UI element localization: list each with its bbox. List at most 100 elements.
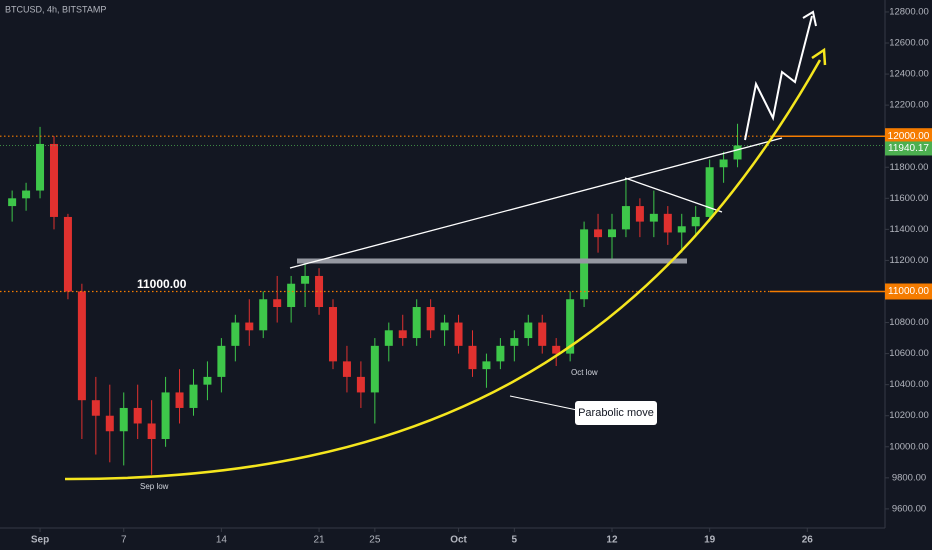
y-tick-label: 12400.00 — [889, 69, 929, 80]
candle-body — [91, 400, 100, 416]
x-tick-label: 21 — [313, 535, 325, 546]
x-tick-label: 12 — [606, 535, 618, 546]
trendline — [624, 177, 723, 213]
candle-body — [398, 330, 407, 339]
y-tick-label: 10000.00 — [889, 441, 929, 452]
y-tick-label: 9800.00 — [892, 472, 926, 483]
candle-body — [356, 376, 365, 393]
candle-body — [328, 307, 337, 362]
y-tick-label: 12200.00 — [889, 100, 929, 111]
y-tick-label: 10200.00 — [889, 410, 929, 421]
callout-text: Parabolic move — [578, 407, 654, 419]
candle-body — [412, 307, 421, 339]
candle-body — [621, 206, 630, 230]
candle-body — [77, 291, 86, 401]
y-tick-label: 9600.00 — [892, 503, 926, 514]
level-annotation: 11000.00 — [137, 277, 187, 291]
candle-body — [245, 322, 254, 331]
candle-body — [468, 345, 477, 370]
candle-body — [733, 145, 742, 160]
candle-body — [691, 216, 700, 227]
y-tick-label: 11200.00 — [890, 255, 929, 266]
drawings — [64, 10, 827, 481]
candle-body — [510, 338, 519, 346]
candle-body — [36, 143, 45, 191]
candle-body — [22, 190, 31, 199]
x-tick-label: 26 — [802, 535, 814, 546]
candle-body — [315, 275, 324, 308]
candle-body — [594, 229, 603, 238]
candle-body — [161, 392, 170, 440]
x-tick-label: 5 — [512, 535, 518, 546]
candle-body — [426, 307, 435, 331]
candle-body — [203, 376, 212, 385]
price-tag — [885, 283, 932, 300]
annotation: Sep low — [140, 482, 169, 491]
overlay: BTCUSD, 4h, BITSTAMP Sep low Oct low Par… — [5, 4, 654, 491]
candles — [0, 123, 885, 475]
candle-body — [635, 206, 644, 222]
candle-body — [217, 345, 226, 377]
candle-body — [482, 361, 491, 370]
x-tick-label: 25 — [369, 535, 381, 546]
annotation: Oct low — [571, 368, 598, 377]
candle-body — [287, 283, 296, 308]
x-tick-label: Oct — [450, 535, 467, 546]
candle-body — [677, 226, 686, 233]
y-tick-label: 12800.00 — [889, 6, 929, 17]
candle-body — [384, 330, 393, 346]
x-tick-label: 14 — [216, 535, 228, 546]
candle-body — [552, 345, 561, 354]
candle-body — [63, 216, 72, 292]
candle-body — [580, 229, 589, 300]
last-price-label: 11940.17 — [888, 143, 929, 154]
candle-body — [663, 213, 672, 233]
candle-body — [524, 322, 533, 339]
candle-body — [8, 198, 17, 207]
candle-body — [231, 322, 240, 346]
y-tick-label: 11600.00 — [890, 193, 929, 204]
x-tick-label: 7 — [121, 535, 127, 546]
candle-body — [496, 345, 505, 362]
price-tag-label: 11000.00 — [888, 286, 929, 297]
callout-line — [509, 395, 578, 411]
trendline — [289, 137, 783, 269]
price-tag — [885, 128, 932, 145]
y-tick-label: 11800.00 — [890, 162, 929, 173]
candle-body — [49, 143, 58, 217]
candle-body — [133, 407, 142, 424]
candle-body — [705, 167, 714, 217]
candle-body — [649, 213, 658, 222]
y-tick-label: 10400.00 — [889, 379, 929, 390]
candle-body — [105, 415, 114, 432]
candle-body — [440, 322, 449, 331]
x-tick-label: Sep — [31, 535, 49, 546]
projection-path — [744, 15, 813, 141]
candle-body — [342, 361, 351, 377]
projection-arrowhead — [802, 10, 817, 27]
y-tick-label: 10800.00 — [889, 317, 929, 328]
candle-body — [538, 322, 547, 346]
x-tick-label: 19 — [704, 535, 716, 546]
candle-body — [607, 229, 616, 238]
y-tick-label: 12600.00 — [889, 38, 929, 49]
candle-body — [147, 423, 156, 440]
candle-body — [454, 322, 463, 346]
last-price-tag — [885, 141, 932, 156]
parabolic-curve — [64, 59, 822, 481]
candle-body — [566, 299, 575, 354]
candle-body — [301, 275, 310, 284]
curve-arrowhead — [811, 47, 827, 66]
candle-body — [175, 392, 184, 408]
candle-body — [273, 299, 282, 308]
candle-body — [370, 345, 379, 393]
candle-body — [189, 384, 198, 408]
y-tick-label: 10600.00 — [889, 348, 929, 359]
price-tag-label: 12000.00 — [888, 131, 930, 142]
candle-body — [119, 407, 128, 432]
callout-box — [575, 401, 657, 425]
symbol-title: BTCUSD, 4h, BITSTAMP — [5, 4, 106, 14]
candle-body — [259, 299, 268, 331]
